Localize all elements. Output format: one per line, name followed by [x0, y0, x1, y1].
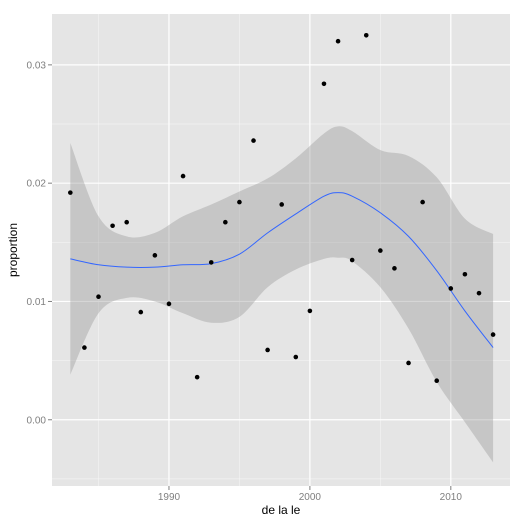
- y-tick-label: 0.02: [27, 179, 47, 190]
- y-axis-title: proportion: [6, 223, 20, 277]
- data-point: [110, 223, 115, 229]
- data-point: [194, 374, 200, 380]
- data-point: [420, 199, 425, 205]
- data-point: [363, 32, 369, 38]
- data-point: [152, 253, 158, 258]
- data-point: [138, 309, 144, 315]
- grid-major: [52, 14, 510, 486]
- data-point: [208, 260, 214, 265]
- data-point: [462, 271, 468, 277]
- data-point: [223, 219, 228, 225]
- data-point: [307, 308, 313, 314]
- data-points: [68, 32, 496, 384]
- data-point: [406, 360, 411, 366]
- data-point: [279, 202, 285, 207]
- data-point: [293, 354, 299, 360]
- plot-panel: [52, 14, 510, 486]
- data-point: [68, 190, 73, 195]
- data-point: [251, 138, 256, 143]
- y-tick-label: 0.00: [27, 415, 47, 426]
- data-point: [265, 347, 270, 353]
- data-point: [124, 219, 129, 225]
- data-point: [237, 199, 242, 205]
- data-point: [321, 81, 327, 87]
- confidence-band: [70, 126, 494, 463]
- data-point: [335, 38, 341, 44]
- data-point: [378, 248, 383, 253]
- data-point: [96, 294, 101, 300]
- smooth-line: [70, 192, 494, 348]
- data-point: [476, 290, 482, 296]
- data-point: [392, 266, 397, 271]
- y-tick-label: 0.03: [27, 60, 47, 71]
- y-axis-ticks: 0.00 0.01 0.02 0.03: [27, 60, 52, 426]
- x-axis-ticks: 1990 2000 2010: [158, 486, 463, 503]
- data-point: [349, 257, 355, 263]
- x-tick-label: 1990: [158, 492, 181, 503]
- x-tick-label: 2010: [440, 492, 463, 503]
- x-tick-label: 2000: [299, 492, 322, 503]
- y-tick-label: 0.01: [27, 297, 47, 308]
- data-point: [166, 301, 172, 307]
- data-point: [82, 345, 87, 350]
- data-point: [490, 332, 496, 337]
- data-point: [434, 378, 440, 384]
- x-axis-title: de la le: [262, 503, 301, 517]
- data-point: [180, 173, 186, 179]
- data-point: [448, 286, 454, 291]
